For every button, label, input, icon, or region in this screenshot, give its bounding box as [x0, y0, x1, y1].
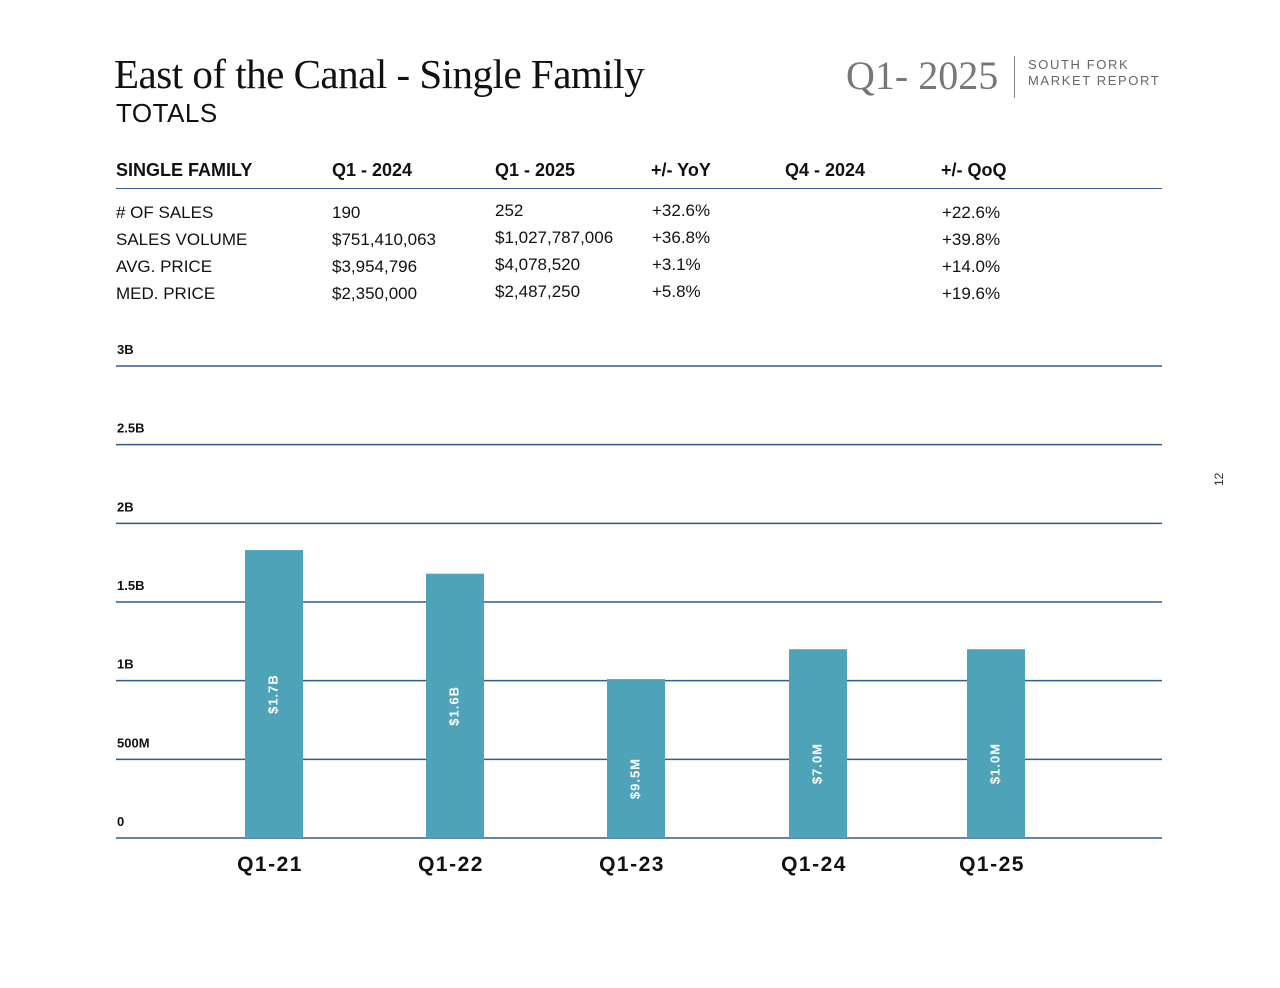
y-tick-label: 3B: [117, 342, 134, 357]
table-cell: 252: [495, 201, 524, 220]
page-subtitle: TOTALS: [116, 98, 218, 128]
table-cell: $4,078,520: [495, 255, 581, 274]
row-label: # OF SALES: [116, 203, 214, 222]
brand-line-2: MARKET REPORT: [1028, 73, 1161, 88]
bar-data-label: $1.6B: [446, 686, 461, 726]
y-tick-label: 1B: [117, 657, 134, 672]
page-number: 12: [1212, 472, 1226, 486]
y-tick-label: 500M: [117, 735, 150, 750]
table-cell: $1,027,787,006: [495, 228, 614, 247]
y-tick-label: 2B: [117, 499, 134, 514]
table-cell: $751,410,063: [332, 230, 436, 249]
column-header: Q1 - 2025: [495, 160, 576, 180]
table-cell: +5.8%: [652, 282, 701, 301]
table-row: AVG. PRICE $3,954,796 $4,078,520 +3.1% +…: [116, 253, 1162, 280]
column-header: SINGLE FAMILY: [116, 160, 253, 180]
table-row: # OF SALES 190 252 +32.6% +22.6%: [116, 199, 1162, 226]
y-tick-label: 0: [117, 814, 124, 829]
x-category-label: Q1-22: [418, 853, 484, 876]
bar: [967, 649, 1025, 838]
page-title: East of the Canal - Single Family: [114, 51, 645, 97]
column-header: +/- YoY: [651, 160, 711, 180]
bar: [245, 550, 303, 838]
table-cell: $2,350,000: [332, 284, 418, 303]
table-row: MED. PRICE $2,350,000 $2,487,250 +5.8% +…: [116, 280, 1162, 307]
bar-data-label: $7.0M: [809, 743, 824, 784]
table-body: # OF SALES 190 252 +32.6% +22.6% SALES V…: [116, 189, 1162, 307]
table-cell: +39.8%: [942, 230, 1001, 249]
y-tick-label: 2.5B: [117, 421, 144, 436]
bar: [426, 573, 484, 838]
bar-data-label: $9.5M: [627, 758, 642, 799]
table-cell: $3,954,796: [332, 257, 418, 276]
row-label: MED. PRICE: [116, 284, 216, 303]
report-quarter: Q1- 2025: [846, 53, 999, 98]
bar-data-label: $1.7B: [265, 674, 280, 714]
bar: [607, 679, 665, 838]
table-cell: +36.8%: [652, 228, 711, 247]
bar-data-label: $1.0M: [987, 743, 1002, 784]
brand-logo: SOUTH FORK MARKET REPORT: [1028, 57, 1160, 89]
column-header: Q1 - 2024: [332, 160, 413, 180]
table-cell: +32.6%: [652, 201, 711, 220]
x-category-label: Q1-21: [237, 853, 303, 876]
table-cell: 190: [332, 203, 361, 222]
bar: [789, 649, 847, 838]
column-header: Q4 - 2024: [785, 160, 866, 180]
table-cell: +14.0%: [942, 257, 1001, 276]
table-row: SALES VOLUME $751,410,063 $1,027,787,006…: [116, 226, 1162, 253]
table-cell: $2,487,250: [495, 282, 581, 301]
header-divider: [1014, 56, 1015, 98]
stats-table: SINGLE FAMILY Q1 - 2024 Q1 - 2025 +/- Yo…: [116, 158, 1162, 307]
y-tick-label: 1.5B: [117, 578, 144, 593]
column-header: +/- QoQ: [941, 160, 1007, 180]
row-label: SALES VOLUME: [116, 230, 248, 249]
x-category-label: Q1-24: [781, 853, 847, 876]
row-label: AVG. PRICE: [116, 257, 213, 276]
table-cell: +3.1%: [652, 255, 701, 274]
table-cell: +19.6%: [942, 284, 1001, 303]
x-category-label: Q1-25: [959, 853, 1025, 876]
table-cell: +22.6%: [942, 203, 1001, 222]
table-header: SINGLE FAMILY Q1 - 2024 Q1 - 2025 +/- Yo…: [116, 158, 1162, 189]
brand-line-1: SOUTH FORK: [1028, 57, 1130, 72]
x-category-label: Q1-23: [599, 853, 665, 876]
